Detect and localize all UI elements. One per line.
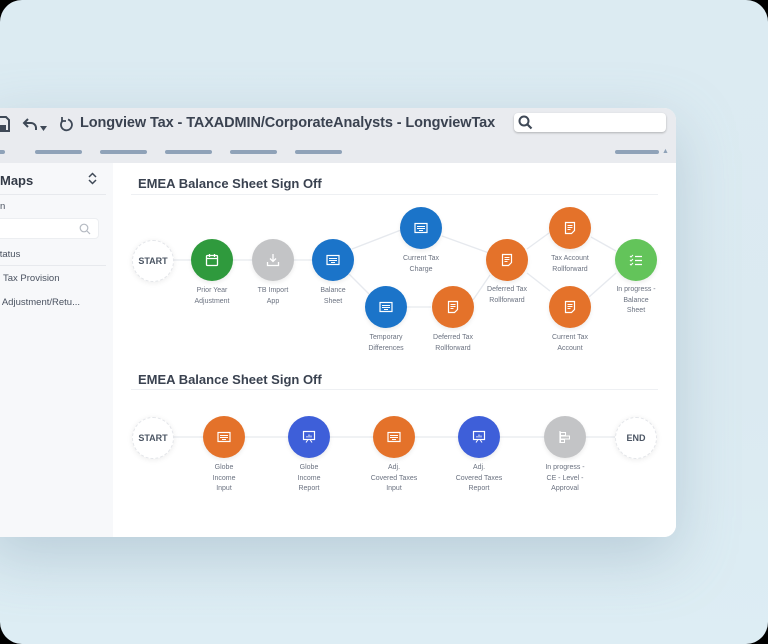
tab-scroll-up-icon[interactable]: ▲ [662,148,669,155]
form-icon [379,301,393,313]
title-bar: Longview Tax - TAXADMIN/CorporateAnalyst… [0,108,676,140]
end-node: END [615,417,657,459]
tab-6[interactable] [295,150,342,154]
node-label: Current Tax Account [551,334,589,352]
sidebar-item-tax-provision[interactable]: Tax Provision [3,273,60,284]
node-label: Temporary Differences [368,334,404,352]
note-icon [564,300,576,314]
node-label: Globe Income Input [212,464,236,493]
tab-3[interactable] [100,150,147,154]
form-icon [217,431,231,443]
refresh-icon[interactable] [59,116,74,132]
divider [0,265,106,266]
note-icon [501,253,513,267]
node-label: TB Import App [257,287,289,305]
app-window: Longview Tax - TAXADMIN/CorporateAnalyst… [0,108,676,537]
node-label: Prior Year Adjustment [194,287,230,305]
node-tb-import-app[interactable] [252,239,294,281]
node-label: Deferred Tax Rollforward [487,286,527,304]
node-temporary-differences[interactable] [365,286,407,328]
note-icon [447,300,459,314]
search-icon [79,223,91,235]
start-label: START [138,433,168,443]
window-title: Longview Tax - TAXADMIN/CorporateAnalyst… [80,115,496,131]
chevron-up-down-icon[interactable] [88,172,97,186]
node-label: In progress - CE - Level - Approval [545,464,585,493]
connector-lines [172,229,617,438]
node-label: Globe Income Report [297,464,321,493]
sidebar-item-status[interactable]: s Status [0,249,21,260]
divider [131,389,658,390]
search-input[interactable] [514,113,666,132]
calendar-icon [205,254,219,267]
form-icon [326,254,340,266]
map-title-1: EMEA Balance Sheet Sign Off [138,176,322,191]
tab-overflow[interactable] [615,150,659,154]
end-label: END [626,433,646,443]
tab-2[interactable] [35,150,82,154]
tab-4[interactable] [165,150,212,154]
note-icon [564,221,576,235]
node-label: Adj. Covered Taxes Report [455,464,503,493]
main-content: EMEA Balance Sheet Sign Off EMEA Balance… [113,163,676,537]
sidebar-search-input[interactable] [0,218,99,239]
gantt-icon [559,431,570,443]
node-globe-income-input[interactable] [203,416,245,458]
node-balance-sheet[interactable] [312,239,354,281]
tab-5[interactable] [230,150,277,154]
tab-1[interactable] [0,150,5,154]
start-node: START [132,417,174,459]
node-adj-covered-taxes-report[interactable] [458,416,500,458]
node-current-tax-charge[interactable] [400,207,442,249]
node-current-tax-account[interactable] [549,286,591,328]
node-globe-income-report[interactable] [288,416,330,458]
map-title-2: EMEA Balance Sheet Sign Off [138,372,322,387]
divider [0,194,106,195]
undo-icon[interactable] [22,116,38,132]
dropdown-caret-icon[interactable] [40,120,47,136]
node-label: Adj. Covered Taxes Input [370,464,418,493]
node-in-progress-ce-level-approval[interactable] [544,416,586,458]
save-icon[interactable] [0,116,10,132]
download-icon [266,254,280,267]
form-icon [414,222,428,234]
node-label: Balance Sheet [320,287,346,305]
divider [131,194,658,195]
presentation-chart-icon [472,430,486,443]
presentation-chart-icon [302,430,316,443]
checklist-icon [629,254,642,266]
node-label: Tax Account Rollforward [551,255,589,273]
form-icon [387,431,401,443]
start-node: START [132,240,174,282]
sidebar-title: Maps [0,173,34,188]
node-deferred-tax-rollforward-2[interactable] [486,239,528,281]
node-label: Deferred Tax Rollforward [433,334,473,352]
node-label: Current Tax Charge [402,255,440,273]
start-label: START [138,256,168,266]
sidebar-search-label: n [0,201,6,212]
node-label: In progress - Balance Sheet [616,286,656,315]
sidebar-item-adjustment[interactable]: our Adjustment/Retu... [0,297,80,308]
node-adj-covered-taxes-input[interactable] [373,416,415,458]
node-in-progress-balance-sheet[interactable] [615,239,657,281]
sidebar: Maps n s Status Tax Provision our Adjust… [0,163,113,537]
node-prior-year-adjustment[interactable] [191,239,233,281]
node-deferred-tax-rollforward-1[interactable] [432,286,474,328]
search-icon [518,115,533,130]
node-tax-account-rollforward[interactable] [549,207,591,249]
